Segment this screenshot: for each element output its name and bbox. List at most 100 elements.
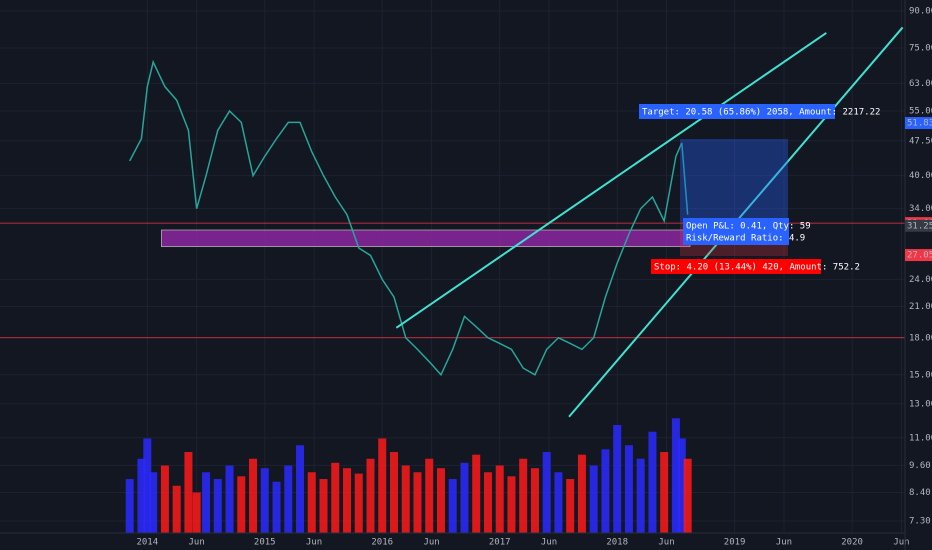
x-tick-label: Jun (658, 538, 674, 548)
volume-bar (483, 472, 492, 533)
x-tick-label: 2018 (606, 538, 628, 548)
volume-bar (343, 468, 352, 533)
volume-bar (601, 449, 610, 533)
x-tick-label: Jun (776, 538, 792, 548)
volume-bar (436, 468, 445, 533)
x-tick-label: 2015 (254, 538, 276, 548)
pl-box: Open P&L: 0.41, Qty: 59 Risk/Reward Rati… (683, 218, 811, 245)
y-tick-label: 90.00 (909, 7, 932, 17)
volume-bar (319, 479, 328, 533)
volume-bar (202, 472, 211, 533)
volume-bar (671, 418, 680, 533)
volume-bar (472, 454, 481, 533)
target-box: Target: 20.58 (65.86%) 2058, Amount: 221… (639, 104, 880, 119)
volume-bar (636, 458, 645, 533)
volume-bar (425, 458, 434, 533)
volume-bar (137, 458, 146, 533)
volume-bar (260, 468, 269, 533)
zone (161, 229, 691, 248)
pl-text: Open P&L: 0.41, Qty: 59 (686, 222, 811, 232)
volume-bar (249, 458, 258, 533)
stop-text: Stop: 4.20 (13.44%) 420, Amount: 752.2 (654, 263, 860, 273)
y-tick-label: 21.00 (909, 302, 932, 312)
price-marker-bg (905, 117, 932, 130)
volume-bar (272, 481, 281, 533)
volume-bar (213, 479, 222, 533)
x-tick-label: Jun (893, 538, 909, 548)
x-tick-label: Jun (306, 538, 322, 548)
volume-bar (542, 452, 551, 533)
volume-bar (589, 465, 598, 533)
y-tick-label: 24.00 (909, 275, 932, 285)
y-tick-label: 7.30 (909, 517, 931, 527)
volume-bar (624, 445, 633, 533)
volume-bar (225, 465, 234, 533)
x-tick-label: 2014 (136, 538, 158, 548)
volume-bar (577, 454, 586, 533)
volume-bar (160, 465, 169, 533)
volume-bar (554, 472, 563, 533)
price-marker-bg (905, 219, 932, 232)
y-tick-label: 15.00 (909, 370, 932, 380)
y-tick-label: 63.00 (909, 79, 932, 89)
volume-bar (507, 476, 516, 533)
stop-bg (651, 259, 821, 274)
volume-bar (354, 473, 363, 533)
target-text: Target: 20.58 (65.86%) 2058, Amount: 221… (642, 108, 880, 118)
pl-bg (683, 218, 789, 245)
volume-bar (172, 485, 181, 533)
volume-bar (184, 452, 193, 533)
volume-bar (143, 438, 152, 533)
price-marker: 27.05 (907, 251, 932, 261)
volume-bar (401, 465, 410, 533)
volume-bar (389, 452, 398, 533)
price-marker: 51.83 (907, 119, 932, 129)
y-tick-label: 47.50 (909, 136, 932, 146)
stop-box: Stop: 4.20 (13.44%) 420, Amount: 752.2 (651, 259, 860, 274)
volume-bar (192, 492, 201, 533)
volume-bar (149, 472, 158, 533)
volume-bar (660, 452, 669, 533)
volume-bar (296, 445, 305, 533)
volume-bar (378, 438, 387, 533)
x-tick-label: Jun (423, 538, 439, 548)
y-tick-label: 75.00 (909, 44, 932, 54)
volume-bar (413, 472, 422, 533)
y-tick-label: 8.40 (909, 488, 931, 498)
plot (0, 26, 905, 533)
trend-line (395, 32, 827, 329)
y-tick-label: 9.60 (909, 461, 931, 471)
volume-bar (366, 458, 375, 533)
volume-bar (307, 472, 316, 533)
y-tick-label: 13.00 (909, 399, 932, 409)
y-tick-label: 55.00 (909, 106, 932, 116)
volume-bar (566, 479, 575, 533)
target-bg (639, 104, 835, 119)
volume-bar (613, 425, 622, 533)
volume-bar (237, 476, 246, 533)
volume-bar (125, 479, 134, 533)
x-tick-label: 2020 (841, 538, 863, 548)
x-tick-label: 2016 (371, 538, 393, 548)
price-marker-bg (905, 249, 932, 262)
volume-bar (648, 431, 657, 533)
y-tick-label: 40.00 (909, 171, 932, 181)
volume-bar (331, 462, 340, 533)
x-tick-label: 2019 (724, 538, 746, 548)
x-tick-label: 2017 (489, 538, 511, 548)
volume-bar (683, 458, 692, 533)
price-marker: 31.25 (907, 221, 932, 231)
x-tick-label: Jun (541, 538, 557, 548)
rr-text: Risk/Reward Ratio: 4.9 (686, 234, 805, 244)
volume-bar (677, 438, 686, 533)
volume-bar (495, 465, 504, 533)
volume-bar (530, 468, 539, 533)
y-tick-label: 11.00 (909, 433, 932, 443)
volume-bar (460, 462, 469, 533)
y-tick-label: 18.00 (909, 333, 932, 343)
price-line (129, 59, 689, 377)
volume-bar (519, 458, 528, 533)
target-area (680, 139, 788, 222)
